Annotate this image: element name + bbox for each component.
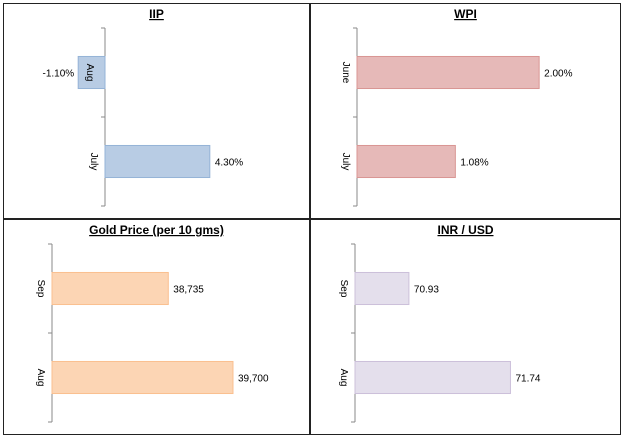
wpi-value-label: 1.08% <box>460 158 488 169</box>
iip-chart-panel: IIP -1.10% Aug 4.30% July <box>3 3 310 219</box>
inr-value-label: 71.74 <box>515 374 540 385</box>
iip-value-label: 4.30% <box>215 158 243 169</box>
inr-bar <box>354 360 511 395</box>
wpi-category-label: June <box>340 62 351 84</box>
gold-category-label: Sep <box>35 280 46 298</box>
iip-value-label: -1.10% <box>43 69 75 80</box>
wpi-category-label: July <box>340 153 351 171</box>
wpi-bar <box>356 144 456 179</box>
gold-value-label: 39,700 <box>238 374 269 385</box>
wpi-chart-svg: WPI 2.00% June 1.08% July <box>340 7 573 207</box>
gold-chart-svg: Gold Price (per 10 gms) 38,735 Sep 39,700 Au… <box>35 223 269 423</box>
inr-chart-panel: INR / USD 70.93 Sep 71.74 Aug <box>310 219 621 435</box>
gold-chart-panel: Gold Price (per 10 gms) 38,735 Sep 39,700 Au… <box>3 219 310 435</box>
inr-chart-title: INR / USD <box>437 223 493 237</box>
iip-chart-svg: IIP -1.10% Aug 4.30% July <box>43 7 243 207</box>
iip-category-label: Aug <box>84 64 95 82</box>
iip-bar <box>104 144 211 179</box>
inr-category-label: Aug <box>338 369 349 387</box>
inr-category-label: Sep <box>338 280 349 298</box>
wpi-value-label: 2.00% <box>544 69 572 80</box>
inr-value-label: 70.93 <box>414 285 439 296</box>
inr-bar <box>354 271 410 306</box>
iip-category-label: July <box>88 153 99 171</box>
iip-bar <box>77 55 106 90</box>
wpi-chart-panel: WPI 2.00% June 1.08% July <box>310 3 621 219</box>
gold-value-label: 38,735 <box>173 285 204 296</box>
wpi-chart-title: WPI <box>454 7 477 21</box>
gold-bar <box>51 271 169 306</box>
iip-chart-title: IIP <box>149 7 164 21</box>
inr-chart-svg: INR / USD 70.93 Sep 71.74 Aug <box>338 223 541 423</box>
gold-chart-title: Gold Price (per 10 gms) <box>89 223 224 237</box>
wpi-bar <box>356 55 540 90</box>
gold-bar <box>51 360 234 395</box>
gold-category-label: Aug <box>35 369 46 387</box>
